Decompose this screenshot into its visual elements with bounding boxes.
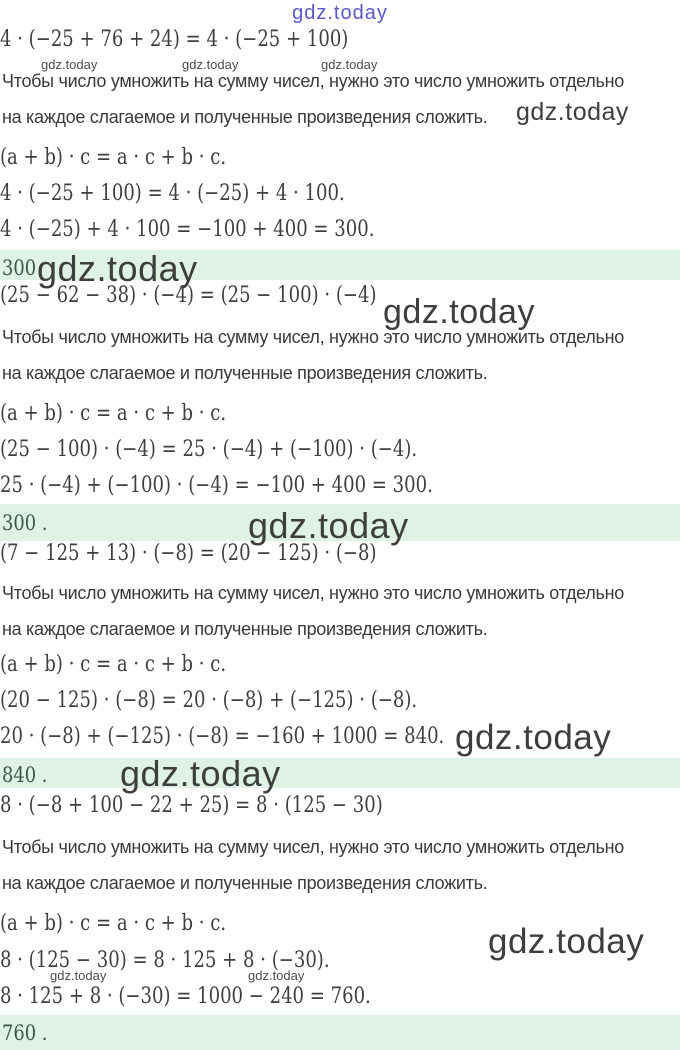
problem-1-step-2: 4 · (−25) + 4 · 100 = −100 + 400 = 300. <box>0 217 375 242</box>
answer-value-4: 760 . <box>2 1021 48 1045</box>
answer-band-3: 840 . gdz.today <box>0 753 680 794</box>
problem-4-identity: (a + b) · c = a · c + b · c. <box>0 911 227 936</box>
problem-1-step-1: 4 · (−25 + 100) = 4 · (−25) + 4 · 100. <box>0 181 345 206</box>
problem-1-statement: 4 · (−25 + 76 + 24) = 4 · (−25 + 100) <box>0 27 349 52</box>
rule-text-line-2: на каждое слагаемое и полученные произве… <box>2 107 488 127</box>
watermark: gdz.today <box>455 718 612 757</box>
rule-text-line-1: Чтобы число умножить на сумму чисел, нуж… <box>2 837 624 857</box>
site-watermark-top: gdz.today <box>292 2 388 24</box>
rule-text-line-1: Чтобы число умножить на сумму чисел, нуж… <box>2 583 624 603</box>
watermark: gdz.today <box>37 248 198 289</box>
problem-2-step-2: 25 · (−4) + (−100) · (−4) = −100 + 400 =… <box>0 473 433 498</box>
answer-value-2: 300 . <box>2 511 48 535</box>
rule-text-line-1: Чтобы число умножить на сумму чисел, нуж… <box>2 327 624 347</box>
watermark-small: gdz.today <box>50 968 107 983</box>
watermark-small: gdz.today <box>321 57 378 72</box>
answer-value-1: 300 <box>2 256 37 280</box>
answer-band-1: 300 gdz.today <box>0 248 680 289</box>
problem-3-step-1: (20 − 125) · (−8) = 20 · (−8) + (−125) ·… <box>0 688 418 713</box>
watermark: gdz.today <box>383 293 535 331</box>
problem-3-step-2: 20 · (−8) + (−125) · (−8) = −160 + 1000 … <box>0 724 445 749</box>
problem-4-step-2: 8 · 125 + 8 · (−30) = 1000 − 240 = 760. <box>0 984 371 1009</box>
problem-2-statement: (25 − 62 − 38) · (−4) = (25 − 100) · (−4… <box>0 283 377 308</box>
problem-4-step-1: 8 · (125 − 30) = 8 · 125 + 8 · (−30). <box>0 948 330 973</box>
problem-3-identity: (a + b) · c = a · c + b · c. <box>0 652 227 677</box>
watermark: gdz.today <box>516 98 629 126</box>
watermark: gdz.today <box>488 922 645 961</box>
rule-text-line-2: на каждое слагаемое и полученные произве… <box>2 873 488 893</box>
watermark: gdz.today <box>248 505 409 546</box>
rule-text-line-1: Чтобы число умножить на сумму чисел, нуж… <box>2 71 624 91</box>
rule-text-line-2: на каждое слагаемое и полученные произве… <box>2 619 488 639</box>
watermark-small: gdz.today <box>182 57 239 72</box>
watermark-small: gdz.today <box>41 57 98 72</box>
problem-4-statement: 8 · (−8 + 100 − 22 + 25) = 8 · (125 − 30… <box>0 793 383 818</box>
watermark: gdz.today <box>120 753 281 794</box>
problem-3-statement: (7 − 125 + 13) · (−8) = (20 − 125) · (−8… <box>0 541 377 566</box>
problem-1-identity: (a + b) · c = a · c + b · c. <box>0 145 227 170</box>
answer-band-2: 300 . gdz.today <box>0 504 680 546</box>
answer-value-3: 840 . <box>2 763 48 787</box>
watermark-small: gdz.today <box>248 968 305 983</box>
problem-2-identity: (a + b) · c = a · c + b · c. <box>0 401 227 426</box>
answer-band-4: 760 . <box>0 1015 680 1050</box>
rule-text-line-2: на каждое слагаемое и полученные произве… <box>2 363 488 383</box>
problem-2-step-1: (25 − 100) · (−4) = 25 · (−4) + (−100) ·… <box>0 437 418 462</box>
